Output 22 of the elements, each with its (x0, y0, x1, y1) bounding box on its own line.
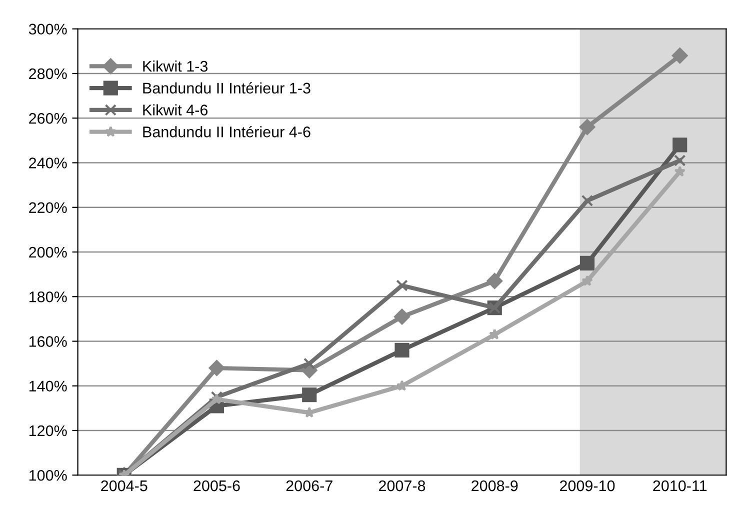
x-tick-label: 2008-9 (472, 480, 518, 492)
x-tick-label: 2007-8 (378, 480, 426, 492)
legend-label: Kikwit 1-3 (143, 60, 208, 72)
x-tick-label: 2005-6 (194, 480, 240, 492)
x-tick-label: 2006-7 (286, 480, 332, 492)
y-tick-label: 100% (29, 470, 67, 481)
legend-label: Bandundu II Intérieur 4-6 (143, 126, 310, 138)
y-tick-label: 160% (29, 336, 67, 347)
y-tick-label: 140% (29, 380, 67, 392)
y-tick-label: 220% (29, 202, 67, 214)
x-tick-label: 2009-10 (560, 480, 615, 492)
y-tick-label: 260% (29, 112, 67, 124)
y-tick-label: 200% (29, 246, 67, 258)
y-tick-label: 300% (28, 24, 67, 35)
y-tick-label: 120% (29, 425, 67, 436)
y-tick-label: 280% (29, 68, 67, 80)
x-tick-label: 2010-11 (653, 480, 707, 492)
x-tick-label: 2004-5 (101, 480, 148, 492)
legend-label: Bandundu II Intérieur 1-3 (143, 82, 310, 94)
y-tick-label: 240% (29, 158, 67, 168)
legend-label: Kikwit 4-6 (143, 104, 208, 116)
y-tick-label: 180% (29, 291, 67, 302)
